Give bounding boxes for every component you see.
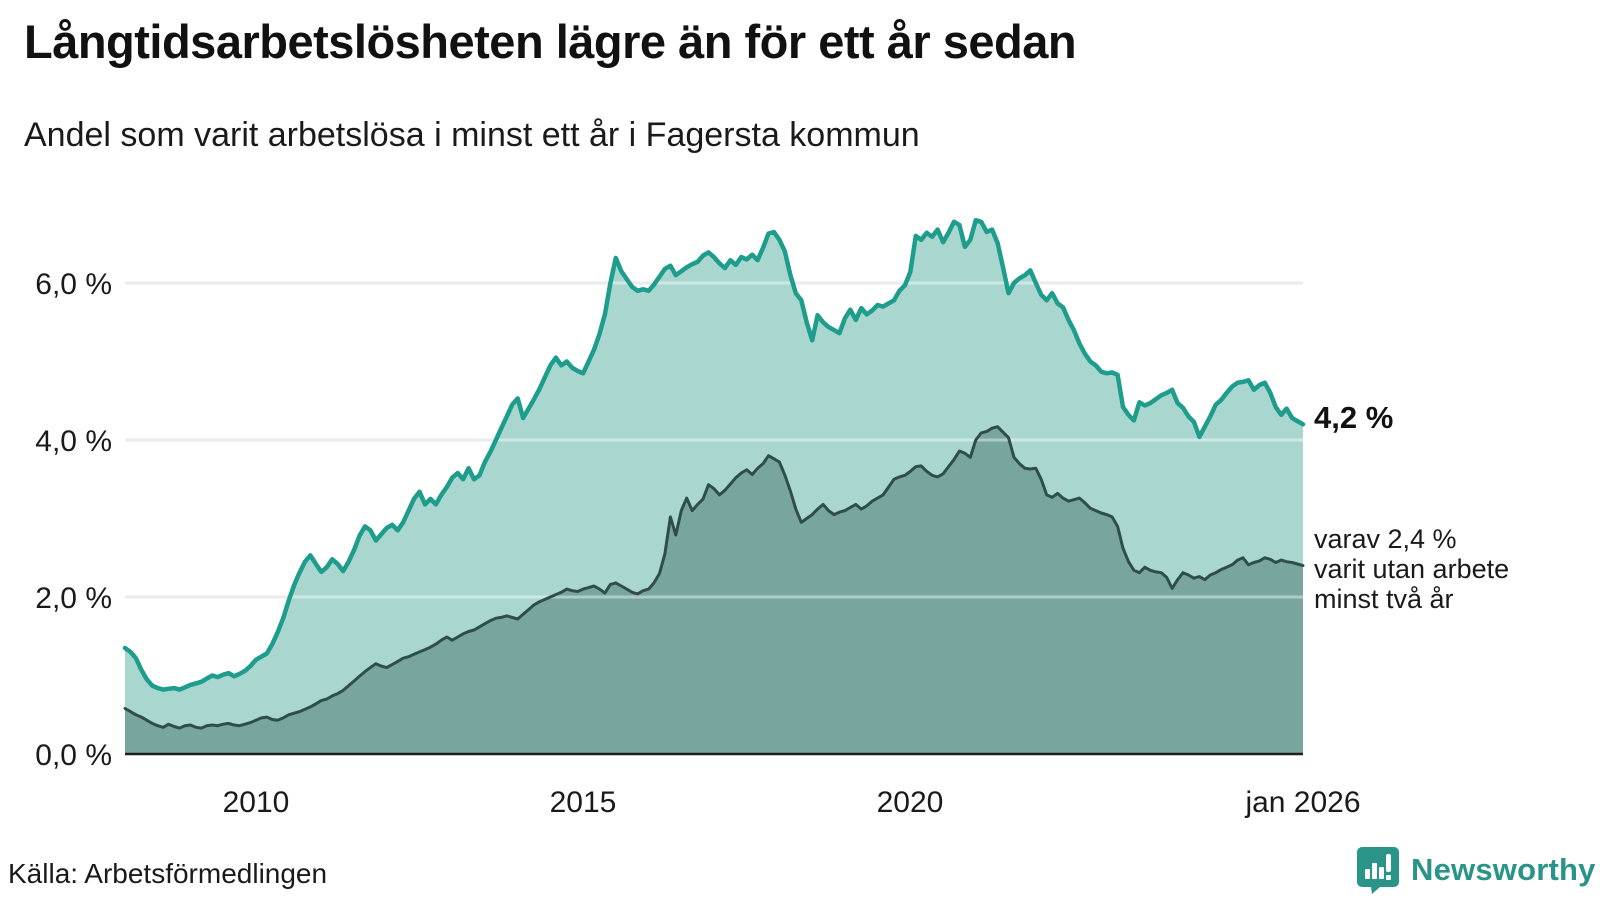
unemployment-area-chart: 0,0 % 2,0 % 4,0 % 6,0 % 2010 2015 2020 jan 2026	[35, 217, 1361, 819]
y-axis-label: 6,0 %	[35, 268, 112, 301]
y-axis-label: 2,0 %	[35, 582, 112, 615]
x-axis-label: 2015	[550, 786, 617, 819]
chart-area: 0,0 % 2,0 % 4,0 % 6,0 % 2010 2015 2020 jan 2026	[0, 140, 1600, 820]
x-axis-label: jan 2026	[1244, 786, 1360, 819]
page-title: Långtidsarbetslösheten lägre än för ett …	[24, 15, 1077, 68]
newsworthy-icon	[1357, 847, 1399, 894]
y-axis-label: 0,0 %	[35, 739, 112, 772]
x-axis-label: 2020	[877, 786, 944, 819]
annotation-subset-line1: varav 2,4 %	[1314, 524, 1457, 554]
line-unemployed-2yr	[123, 425, 1305, 730]
x-axis-label: 2010	[223, 786, 290, 819]
annotation-subset-line2: varit utan arbete	[1314, 554, 1510, 584]
y-axis-label: 4,0 %	[35, 425, 112, 458]
source-note: Källa: Arbetsförmedlingen	[8, 858, 328, 889]
annotation-subset-line3: minst två år	[1314, 584, 1454, 614]
brand-logo: Newsworthy	[1356, 846, 1596, 894]
brand-name: Newsworthy	[1411, 852, 1596, 887]
page-subtitle: Andel som varit arbetslösa i minst ett å…	[24, 116, 920, 154]
area-fill-unemployed-2yr	[125, 426, 1303, 754]
annotation-latest-total: 4,2 %	[1314, 400, 1394, 435]
annotation-subset: varav 2,4 % varit utan arbete minst två …	[1314, 524, 1509, 614]
line-unemployed-1yr	[122, 217, 1306, 692]
